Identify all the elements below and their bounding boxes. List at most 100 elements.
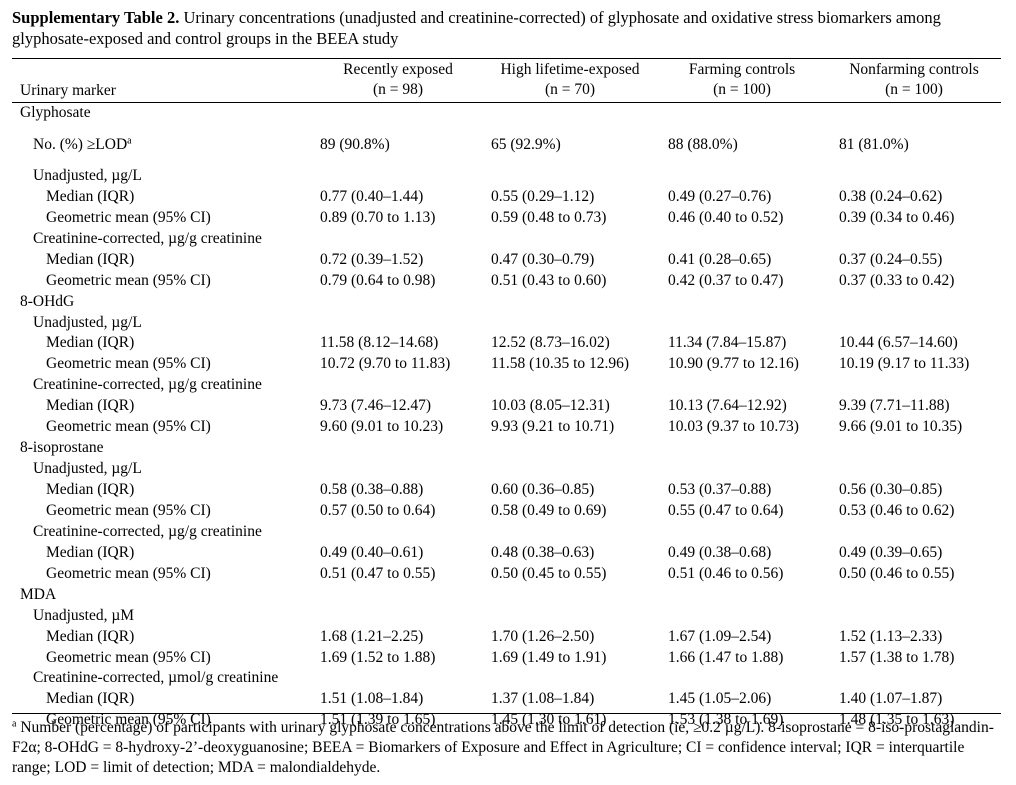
footnote-marker: a (12, 718, 17, 730)
table-cell: 1.68 (1.21–2.25) (320, 627, 424, 645)
table-cell: 88 (88.0%) (668, 135, 738, 153)
table-row: Geometric mean (95% CI) 1.69 (1.52 to 1.8… (0, 648, 1016, 669)
subgroup-label: Unadjusted, µg/L (33, 459, 142, 480)
statistic-label: Median (IQR) (46, 689, 134, 710)
header-group-n: (n = 98) (372, 81, 424, 98)
table-cell: 0.49 (0.27–0.76) (668, 187, 772, 205)
subgroup-label: Unadjusted, µg/L (33, 166, 142, 187)
row-label-text: MDA (20, 585, 57, 603)
table-cell: 1.45 (1.30 to 1.61) (491, 711, 607, 729)
table-cell: 9.66 (9.01 to 10.35) (839, 418, 963, 436)
table-top-rule (12, 58, 1001, 59)
table-cell: 0.79 (0.64 to 0.98) (320, 271, 436, 289)
statistic-label: Geometric mean (95% CI) (46, 208, 211, 229)
row-label-text: Creatinine-corrected, µg/g creatinine (33, 522, 262, 540)
table-cell: 12.52 (8.73–16.02) (491, 334, 610, 352)
marker-heading: Glyphosate (20, 103, 91, 124)
table-row: Creatinine-corrected, µg/g creatinine (0, 375, 1016, 396)
table-bottom-rule (12, 713, 1001, 714)
header-high-lifetime-exposed: High lifetime-exposed (n = 70) (482, 60, 658, 100)
header-urinary-marker: Urinary marker (20, 82, 116, 99)
footnote-reference: a (127, 135, 132, 147)
table-cell: 0.37 (0.24–0.55) (839, 250, 943, 268)
table-cell: 0.47 (0.30–0.79) (491, 250, 595, 268)
table-row: Geometric mean (95% CI) 0.89 (0.70 to 1.1… (0, 208, 1016, 229)
header-farming-controls: Farming controls (n = 100) (654, 60, 830, 100)
subgroup-label: No. (%) ≥LODa (33, 124, 132, 166)
table-cell: 10.13 (7.64–12.92) (668, 397, 787, 415)
table-cell: 0.55 (0.29–1.12) (491, 187, 595, 205)
subgroup-label: Creatinine-corrected, µg/g creatinine (33, 375, 262, 396)
table-row: Median (IQR) 1.68 (1.21–2.25) 1.70 (1.26–2… (0, 627, 1016, 648)
subgroup-label: Unadjusted, µg/L (33, 313, 142, 334)
row-label-text: Geometric mean (95% CI) (46, 271, 211, 289)
marker-heading: 8-OHdG (20, 292, 74, 313)
table-row: Median (IQR) 0.49 (0.40–0.61) 0.48 (0.38–0… (0, 543, 1016, 564)
table-row: Geometric mean (95% CI) 10.72 (9.70 to 11… (0, 354, 1016, 375)
table-cell: 1.70 (1.26–2.50) (491, 627, 595, 645)
table-cell: 10.03 (8.05–12.31) (491, 397, 610, 415)
row-label-text: 8-isoprostane (20, 439, 104, 457)
table-cell: 1.69 (1.49 to 1.91) (491, 648, 607, 666)
table-cell: 10.72 (9.70 to 11.83) (320, 355, 451, 373)
table-cell: 0.53 (0.46 to 0.62) (839, 501, 955, 519)
table-cell: 1.48 (1.35 to 1.63) (839, 711, 955, 729)
table-cell: 0.89 (0.70 to 1.13) (320, 208, 436, 226)
table-cell: 0.41 (0.28–0.65) (668, 250, 772, 268)
table-cell: 89 (90.8%) (320, 135, 390, 153)
statistic-label: Median (IQR) (46, 627, 134, 648)
table-row: Creatinine-corrected, µmol/g creatinine (0, 668, 1016, 689)
table-cell: 0.46 (0.40 to 0.52) (668, 208, 784, 226)
row-label-text: Geometric mean (95% CI) (46, 355, 211, 373)
statistic-label: Geometric mean (95% CI) (46, 417, 211, 438)
table-cell: 10.03 (9.37 to 10.73) (668, 418, 799, 436)
header-group-name: Nonfarming controls (849, 61, 979, 78)
table-cell: 9.73 (7.46–12.47) (320, 397, 432, 415)
header-group-n: (n = 100) (885, 81, 943, 98)
row-label-text: Unadjusted, µg/L (33, 460, 142, 478)
table-cell: 0.59 (0.48 to 0.73) (491, 208, 607, 226)
header-group-name: Recently exposed (343, 61, 453, 78)
row-label-text: Median (IQR) (46, 543, 135, 561)
table-row: Unadjusted, µM (0, 606, 1016, 627)
table-cell: 0.77 (0.40–1.44) (320, 187, 424, 205)
table-cell: 0.56 (0.30–0.85) (839, 481, 943, 498)
row-label-text: Geometric mean (95% CI) (46, 208, 211, 226)
header-nonfarming-controls: Nonfarming controls (n = 100) (826, 60, 1002, 100)
table-cell: 10.90 (9.77 to 12.16) (668, 355, 799, 373)
table-cell: 9.60 (9.01 to 10.23) (320, 418, 444, 436)
footnote-text: Number (percentage) of participants with… (12, 719, 994, 776)
table-cell: 81 (81.0%) (839, 135, 909, 153)
table-cell: 1.57 (1.38 to 1.78) (839, 648, 955, 666)
table-cell: 0.60 (0.36–0.85) (491, 481, 595, 498)
table-cell: 1.45 (1.05–2.06) (668, 690, 772, 708)
statistic-label: Median (IQR) (46, 187, 134, 208)
table-cell: 0.51 (0.46 to 0.56) (668, 564, 784, 582)
table-cell: 11.34 (7.84–15.87) (668, 334, 787, 352)
row-label-text: Geometric mean (95% CI) (46, 711, 211, 729)
table-cell: 1.51 (1.08–1.84) (320, 690, 424, 708)
table-row: Median (IQR) 11.58 (8.12–14.68) 12.52 (8.7… (0, 333, 1016, 354)
table-cell: 0.37 (0.33 to 0.42) (839, 271, 955, 289)
row-label-text: Creatinine-corrected, µmol/g creatinine (33, 669, 279, 687)
row-label-text: Geometric mean (95% CI) (46, 501, 211, 519)
table-row: Geometric mean (95% CI) 0.57 (0.50 to 0.6… (0, 501, 1016, 522)
table-row: Glyphosate (0, 103, 1016, 124)
table-row: Creatinine-corrected, µg/g creatinine (0, 229, 1016, 250)
table-cell: 0.57 (0.50 to 0.64) (320, 501, 436, 519)
table-cell: 1.52 (1.13–2.33) (839, 627, 943, 645)
table-header-rule (12, 102, 1001, 103)
table-cell: 0.49 (0.40–0.61) (320, 543, 424, 561)
row-label-text: Median (IQR) (46, 187, 135, 205)
row-label-text: Creatinine-corrected, µg/g creatinine (33, 229, 262, 247)
table-row: MDA (0, 585, 1016, 606)
row-label-text: Geometric mean (95% CI) (46, 648, 211, 666)
table-cell: 0.48 (0.38–0.63) (491, 543, 595, 561)
table-row: Geometric mean (95% CI) 0.51 (0.47 to 0.5… (0, 564, 1016, 585)
header-recently-exposed: Recently exposed (n = 98) (310, 60, 486, 100)
table-cell: 0.55 (0.47 to 0.64) (668, 501, 784, 519)
marker-heading: MDA (20, 585, 56, 606)
caption-text: Urinary concentrations (unadjusted and c… (12, 8, 941, 48)
table-cell: 0.58 (0.38–0.88) (320, 481, 424, 498)
table-row: 8-OHdG (0, 292, 1016, 313)
